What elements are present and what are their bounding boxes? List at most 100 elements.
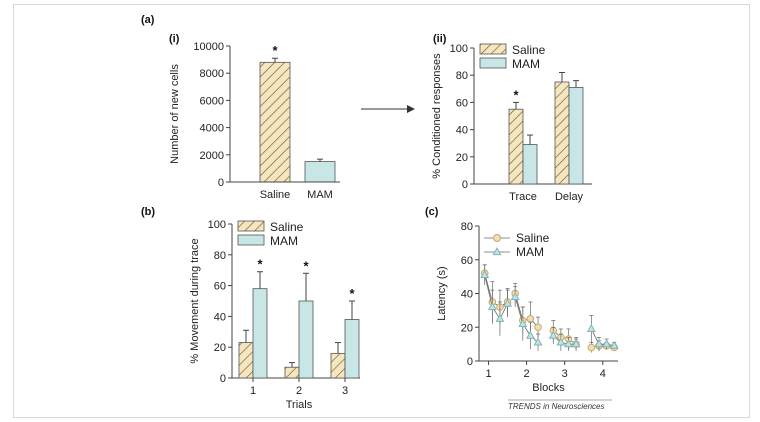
significance-star: * bbox=[513, 87, 519, 102]
series-line-mam bbox=[552, 335, 577, 345]
y-tick-label: 100 bbox=[208, 219, 226, 231]
data-point-mam bbox=[548, 330, 558, 339]
legend-label-mam: MAM bbox=[516, 245, 544, 259]
y-axis-label: % Conditioned responses bbox=[431, 53, 443, 179]
panel-label-a-i: (i) bbox=[169, 33, 180, 45]
x-tick-label: 3 bbox=[562, 368, 568, 380]
significance-star: * bbox=[349, 286, 355, 301]
y-tick-label: 80 bbox=[461, 221, 473, 233]
data-point-mam bbox=[609, 340, 619, 349]
series-line-saline bbox=[484, 273, 508, 308]
significance-star: * bbox=[272, 43, 278, 58]
y-tick-label: 40 bbox=[461, 289, 473, 301]
x-tick-label: 1 bbox=[485, 368, 491, 380]
y-tick-label: 80 bbox=[214, 250, 226, 262]
bar-saline bbox=[259, 61, 291, 183]
series-line-mam bbox=[514, 296, 539, 343]
y-axis-label: Number of new cells bbox=[169, 64, 181, 164]
data-point-mam bbox=[487, 301, 497, 311]
x-tick-label: 3 bbox=[342, 385, 348, 397]
panel-label-a: (a) bbox=[141, 14, 155, 26]
series-line-saline bbox=[552, 330, 577, 345]
data-point-saline bbox=[534, 323, 542, 332]
data-point-mam bbox=[571, 339, 581, 348]
bar-saline-trial-2 bbox=[284, 366, 300, 379]
x-tick-label: 2 bbox=[296, 385, 302, 397]
panel-label-c: (c) bbox=[425, 206, 439, 218]
y-tick-label: 8000 bbox=[200, 68, 224, 80]
bar-mam-trace bbox=[522, 144, 538, 185]
data-point-mam bbox=[495, 313, 505, 322]
x-tick-label: Saline bbox=[260, 189, 291, 201]
data-point-mam bbox=[525, 330, 535, 339]
legend-marker-saline bbox=[493, 234, 501, 242]
y-tick-label: 40 bbox=[456, 125, 468, 137]
chart-b: 0 20 40 60 80 100 % Movement during trace * 1 * 2 *… bbox=[189, 219, 360, 411]
data-point-mam bbox=[586, 323, 596, 333]
legend-swatch-mam bbox=[479, 57, 507, 69]
y-tick-label: 0 bbox=[218, 177, 224, 189]
y-tick-label: 20 bbox=[214, 342, 226, 354]
data-point-mam bbox=[518, 318, 528, 327]
y-tick-label: 2000 bbox=[200, 150, 224, 162]
y-tick-label: 0 bbox=[467, 356, 473, 368]
y-tick-label: 60 bbox=[214, 281, 226, 293]
data-point-mam bbox=[602, 339, 612, 348]
y-tick-label: 60 bbox=[461, 255, 473, 267]
bar-mam-trial-2 bbox=[298, 300, 314, 379]
y-tick-label: 100 bbox=[450, 43, 468, 55]
bar-mam-delay bbox=[568, 87, 584, 185]
bar-saline-trial-3 bbox=[330, 352, 346, 379]
legend-swatch-saline bbox=[479, 43, 507, 55]
x-tick-label: 1 bbox=[250, 385, 256, 397]
series-line-mam bbox=[484, 274, 508, 320]
data-point-mam bbox=[533, 337, 543, 346]
y-tick-label: 0 bbox=[462, 179, 468, 191]
bar-mam bbox=[304, 161, 336, 183]
y-axis-label: Latency (s) bbox=[436, 266, 448, 320]
data-point-saline bbox=[526, 315, 535, 323]
panel-label-b: (b) bbox=[141, 206, 155, 218]
y-tick-label: 80 bbox=[456, 70, 468, 82]
data-point-saline bbox=[587, 343, 596, 352]
y-tick-label: 4000 bbox=[200, 123, 224, 135]
data-point-mam bbox=[503, 298, 513, 307]
data-point-mam bbox=[480, 269, 490, 279]
legend-swatch-mam bbox=[237, 234, 265, 246]
data-point-mam bbox=[564, 339, 573, 348]
x-axis-label: Trials bbox=[286, 399, 313, 411]
bar-saline-trace bbox=[508, 108, 524, 185]
legend-label-saline: Saline bbox=[512, 43, 546, 57]
figure-frame bbox=[13, 4, 750, 418]
x-tick-label: 4 bbox=[600, 368, 606, 380]
y-axis-label: % Movement during trace bbox=[189, 238, 201, 363]
x-tick-label: Trace bbox=[509, 191, 537, 203]
x-tick-label: 2 bbox=[524, 368, 530, 380]
legend-marker-mam bbox=[492, 246, 502, 256]
significance-star: * bbox=[303, 258, 309, 273]
series-line-mam bbox=[590, 328, 615, 347]
data-point-mam bbox=[594, 339, 604, 348]
y-tick-label: 40 bbox=[214, 311, 226, 323]
legend-label-mam: MAM bbox=[512, 57, 540, 71]
y-tick-label: 20 bbox=[456, 152, 468, 164]
y-tick-label: 6000 bbox=[200, 95, 224, 107]
series-line-saline bbox=[514, 293, 539, 328]
x-tick-label: MAM bbox=[307, 189, 333, 201]
y-tick-label: 10000 bbox=[193, 41, 224, 53]
chart-a-ii: 0 20 40 60 80 100 % Conditioned responses Trace… bbox=[431, 43, 592, 203]
x-tick-label: Delay bbox=[555, 191, 584, 203]
legend-swatch-saline bbox=[237, 220, 265, 232]
bar-mam-trial-3 bbox=[344, 319, 360, 379]
legend-label-saline: Saline bbox=[270, 220, 304, 234]
bar-saline-delay bbox=[554, 81, 570, 185]
bar-mam-trial-1 bbox=[252, 288, 268, 379]
x-axis-label: Blocks bbox=[532, 382, 565, 394]
legend-label-saline: Saline bbox=[516, 231, 550, 245]
bar-saline-trial-1 bbox=[238, 342, 254, 379]
y-tick-label: 20 bbox=[461, 322, 473, 334]
y-tick-label: 60 bbox=[456, 97, 468, 109]
panel-label-a-ii: (ii) bbox=[433, 33, 447, 45]
